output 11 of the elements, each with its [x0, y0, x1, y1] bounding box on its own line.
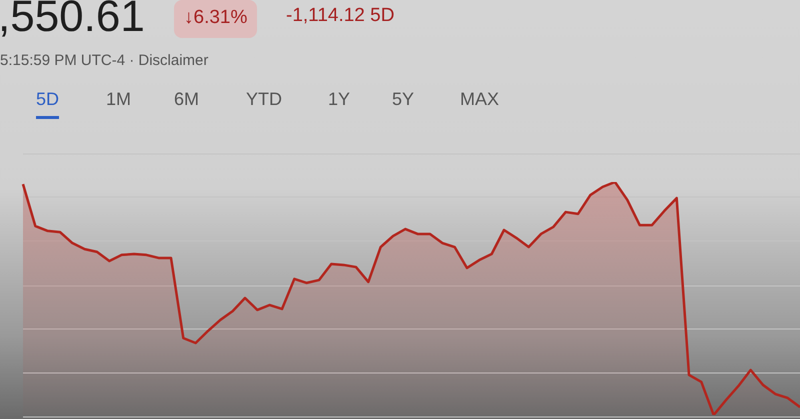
text: YTD	[246, 89, 282, 111]
text: ↓6.31%	[174, 0, 258, 38]
text: 5D	[36, 89, 60, 119]
text: 1M	[106, 89, 132, 111]
chart-title: ,550.61	[0, 0, 145, 42]
text: -1,114.12 5D	[286, 5, 394, 27]
text: 6M	[174, 89, 200, 111]
text: 5:15:59 PM UTC-4 · Disclaimer	[0, 52, 208, 69]
text: 5Y	[392, 89, 414, 111]
text: 1Y	[328, 89, 350, 111]
text: MAX	[460, 89, 500, 111]
